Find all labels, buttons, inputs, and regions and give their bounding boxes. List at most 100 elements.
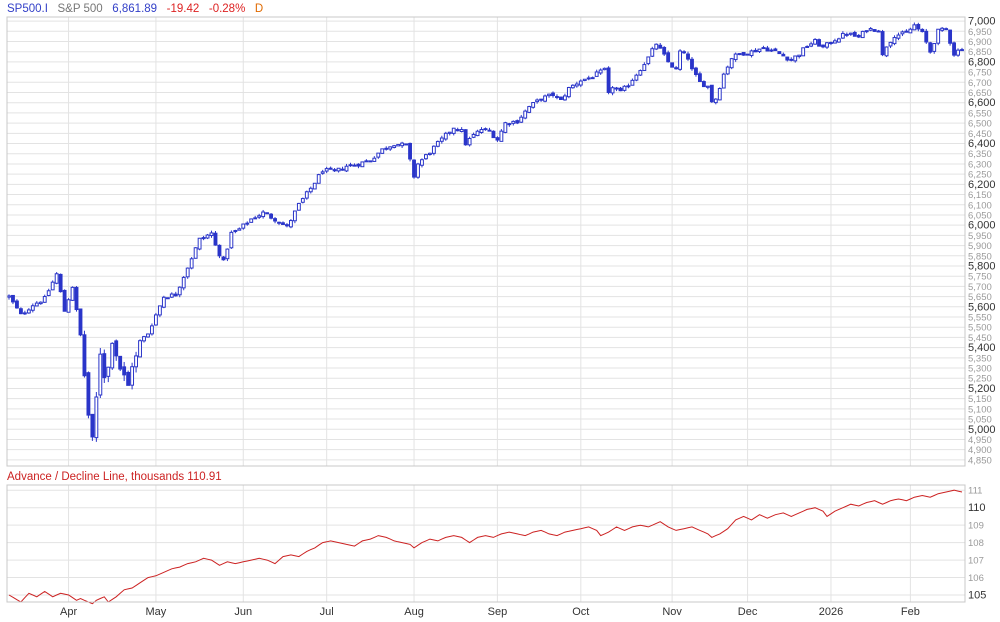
period-label[interactable]: D xyxy=(254,3,264,15)
candle-body xyxy=(495,137,500,141)
candle-body xyxy=(352,164,357,167)
candle-body xyxy=(539,98,544,101)
month-label: Jul xyxy=(320,606,334,618)
candle-body xyxy=(749,50,754,57)
candle-body xyxy=(229,231,234,249)
candle-body xyxy=(614,87,619,90)
candle-body xyxy=(487,129,492,132)
candle-body xyxy=(269,213,274,219)
candle-body xyxy=(253,217,258,220)
candle-body xyxy=(189,258,194,269)
candle-body xyxy=(618,87,623,92)
candle-body xyxy=(872,29,877,32)
candle-body xyxy=(380,148,385,154)
candle-body xyxy=(420,159,424,166)
candle-body xyxy=(650,48,655,57)
ad-tick-label: 110 xyxy=(968,502,986,514)
candle-body xyxy=(896,34,901,39)
ad-line-series xyxy=(8,489,963,605)
candle-body xyxy=(535,99,540,103)
candle-body xyxy=(503,122,508,133)
candle-body xyxy=(74,286,79,311)
price-tick-label: 7,000 xyxy=(968,16,996,28)
indicator-label[interactable]: Advance / Decline Line, thousands xyxy=(7,471,185,483)
candle-body xyxy=(408,142,412,160)
candle-body xyxy=(852,31,857,37)
candle-body xyxy=(70,286,75,301)
candle-body xyxy=(201,237,206,240)
candle-body xyxy=(888,41,893,47)
candle-body xyxy=(98,353,103,396)
price-tick-label: 5,450 xyxy=(968,333,992,344)
time-x-axis: Apr May Jun Jul Aug Sep Oct Nov Dec 2026 Feb xyxy=(60,606,920,618)
candle-body xyxy=(447,131,452,134)
price-tick-label: 5,800 xyxy=(968,260,996,272)
candle-body xyxy=(142,336,146,342)
candle-body xyxy=(936,28,941,44)
candle-body xyxy=(523,110,528,119)
candle-body xyxy=(217,244,222,257)
candle-body xyxy=(801,47,806,57)
price-tick-label: 5,700 xyxy=(968,282,992,293)
candle-body xyxy=(427,152,432,156)
candle-body xyxy=(30,305,35,311)
price-y-axis: 4,8504,9004,9505,0005,0505,1005,1505,200… xyxy=(968,16,996,467)
candle-body xyxy=(185,267,190,278)
candle-body xyxy=(257,215,262,218)
symbol-label[interactable]: SP500.I xyxy=(7,3,48,15)
candle-body xyxy=(908,28,913,34)
price-tick-label: 6,150 xyxy=(968,190,992,201)
candle-body xyxy=(622,85,627,91)
ad-tick-label: 106 xyxy=(968,573,984,584)
candle-body xyxy=(213,232,218,246)
candle-body xyxy=(606,67,611,93)
candle-body xyxy=(404,143,409,146)
candle-body xyxy=(547,93,551,97)
candle-body xyxy=(443,132,448,140)
candle-body xyxy=(789,58,794,61)
candle-body xyxy=(169,293,174,298)
candle-body xyxy=(686,53,690,60)
candle-body xyxy=(463,129,468,146)
candle-body xyxy=(376,152,381,158)
candle-body xyxy=(281,222,285,225)
candle-body xyxy=(566,86,571,98)
candle-body xyxy=(130,366,135,386)
candle-body xyxy=(336,167,341,172)
candle-body xyxy=(150,325,154,335)
price-tick-label: 6,950 xyxy=(968,27,992,38)
candle-body xyxy=(944,28,949,31)
candle-body xyxy=(737,53,742,56)
candle-body xyxy=(392,145,397,148)
candle-body xyxy=(690,58,694,70)
ad-line xyxy=(8,489,963,605)
candle-body xyxy=(562,95,567,101)
candle-body xyxy=(932,43,937,52)
candle-body xyxy=(292,210,297,222)
candle-body xyxy=(662,46,667,55)
candle-body xyxy=(674,67,679,70)
candle-body xyxy=(900,31,905,35)
candle-body xyxy=(507,123,512,126)
candle-body xyxy=(18,308,23,315)
candle-body xyxy=(694,67,698,75)
candle-body xyxy=(157,305,162,316)
price-tick-label: 5,850 xyxy=(968,251,992,262)
candle-body xyxy=(412,159,416,178)
candle-body xyxy=(86,372,91,416)
candle-body xyxy=(856,34,861,38)
candle-body xyxy=(757,48,762,53)
price-tick-label: 6,050 xyxy=(968,210,992,221)
price-tick-label: 5,250 xyxy=(968,374,992,385)
candle-body xyxy=(666,52,671,63)
month-label: 2026 xyxy=(819,606,843,618)
candle-body xyxy=(324,168,329,172)
candle-body xyxy=(840,32,845,39)
candle-body xyxy=(245,222,250,225)
candle-body xyxy=(356,163,361,167)
candle-body xyxy=(793,55,798,62)
candle-body xyxy=(304,191,309,199)
candle-body xyxy=(721,73,726,89)
month-label: May xyxy=(146,606,167,618)
candle-body xyxy=(233,230,238,233)
